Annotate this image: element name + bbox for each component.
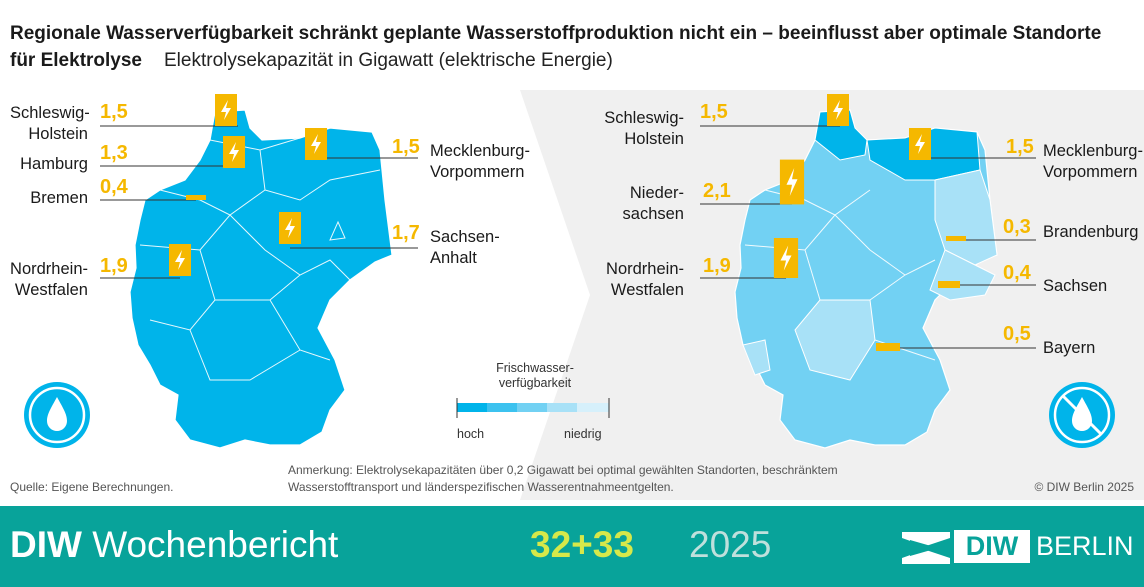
label-brandenburg: Brandenburg bbox=[1043, 223, 1139, 241]
label-sachsen: Sachsen bbox=[1043, 277, 1108, 295]
region-saarland bbox=[742, 339, 771, 376]
value-nordrhein-westfalen-left: 1,9 bbox=[100, 255, 128, 277]
region-brandenburg bbox=[934, 169, 998, 266]
bolt-icon bbox=[223, 136, 245, 168]
subtitle: Elektrolysekapazität in Gigawatt (elektr… bbox=[164, 50, 613, 71]
water-drop-icon bbox=[24, 382, 90, 448]
label-bremen: Bremen bbox=[30, 189, 88, 207]
bolt-icon bbox=[909, 128, 931, 160]
footer-logo-berlin: BERLIN bbox=[1036, 531, 1134, 561]
value-sachsen-anhalt: 1,7 bbox=[392, 222, 420, 244]
copyright: © DIW Berlin 2025 bbox=[1034, 480, 1134, 494]
maps-svg bbox=[0, 90, 1115, 500]
legend-title: Frischwasser- verfügbarkeit bbox=[496, 361, 574, 390]
value-niedersachsen: 2,1 bbox=[703, 180, 731, 202]
annotation-note: Anmerkung: Elektrolysekapazitäten über 0… bbox=[288, 463, 838, 494]
bolt-icon bbox=[215, 94, 237, 126]
small-bolt-icon bbox=[938, 281, 960, 288]
footer-year: 2025 bbox=[689, 524, 772, 565]
label-mecklenburg-vorpommern-left: Mecklenburg- Vorpommern bbox=[430, 142, 530, 181]
value-mecklenburg-vorpommern-right: 1,5 bbox=[1006, 136, 1034, 158]
bolt-icon bbox=[169, 244, 191, 276]
label-schleswig-holstein-right: Schleswig- Holstein bbox=[604, 109, 684, 148]
diw-logo-icon bbox=[902, 532, 950, 564]
value-nordrhein-westfalen-right: 1,9 bbox=[703, 255, 731, 277]
title-bold: Regionale Wasserverfügbarkeit schränkt g… bbox=[10, 23, 1102, 71]
value-bremen: 0,4 bbox=[100, 176, 128, 198]
left-leader-lines bbox=[100, 125, 418, 279]
footer-bar bbox=[0, 506, 1144, 587]
label-bayern: Bayern bbox=[1043, 339, 1096, 357]
bolt-icon bbox=[779, 159, 805, 205]
right-bolt-icons bbox=[773, 94, 966, 351]
footer-logo-diw: DIW bbox=[954, 530, 1030, 563]
footer-issue: 32+33 bbox=[530, 524, 634, 565]
right-leader-lines bbox=[700, 125, 1036, 349]
legend-label-high: niedrig bbox=[564, 427, 602, 441]
footer-brand-rest: Wochenbericht bbox=[81, 524, 339, 565]
bolt-icon bbox=[279, 212, 301, 244]
value-sachsen: 0,4 bbox=[1003, 262, 1031, 284]
label-niedersachsen: Nieder- sachsen bbox=[622, 184, 684, 223]
left-germany-shape bbox=[129, 109, 393, 449]
left-bolt-icons bbox=[169, 94, 327, 276]
label-sachsen-anhalt: Sachsen- Anhalt bbox=[430, 228, 500, 267]
footer-brand: DIW Wochenbericht bbox=[10, 524, 338, 566]
no-water-drop-icon bbox=[1049, 382, 1115, 448]
bolt-icon bbox=[827, 94, 849, 126]
small-bolt-icon bbox=[876, 343, 900, 351]
label-mecklenburg-vorpommern-right: Mecklenburg- Vorpommern bbox=[1043, 142, 1143, 181]
small-bolt-icon bbox=[946, 236, 966, 241]
footer-brand-bold: DIW bbox=[10, 524, 82, 565]
source-note: Quelle: Eigene Berechnungen. bbox=[10, 480, 174, 494]
bolt-icon bbox=[773, 238, 799, 278]
value-bayern: 0,5 bbox=[1003, 323, 1031, 345]
value-brandenburg: 0,3 bbox=[1003, 216, 1031, 238]
small-bolt-icon bbox=[186, 195, 206, 200]
value-schleswig-holstein-left: 1,5 bbox=[100, 101, 128, 123]
bolt-icon bbox=[305, 128, 327, 160]
label-hamburg: Hamburg bbox=[20, 155, 88, 173]
label-schleswig-holstein-left: Schleswig- Holstein bbox=[10, 104, 90, 143]
right-germany-map bbox=[734, 109, 998, 449]
label-nordrhein-westfalen-right: Nordrhein- Westfalen bbox=[606, 260, 684, 299]
value-hamburg: 1,3 bbox=[100, 142, 128, 164]
chart-title: Regionale Wasserverfügbarkeit schränkt g… bbox=[10, 20, 1130, 74]
label-nordrhein-westfalen-left: Nordrhein- Westfalen bbox=[10, 260, 88, 299]
value-mecklenburg-vorpommern-left: 1,5 bbox=[392, 136, 420, 158]
value-schleswig-holstein-right: 1,5 bbox=[700, 101, 728, 123]
legend-bar bbox=[456, 398, 610, 418]
legend-label-low: hoch bbox=[457, 427, 485, 441]
